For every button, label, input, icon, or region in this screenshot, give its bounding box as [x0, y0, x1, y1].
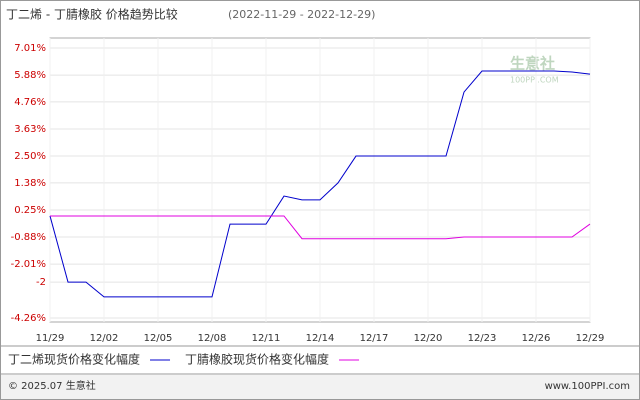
x-tick-label: 12/26 [522, 333, 551, 344]
x-tick-label: 12/29 [576, 333, 605, 344]
x-tick-label: 12/23 [468, 333, 497, 344]
x-tick-label: 12/20 [414, 333, 443, 344]
footer-right: www.100PPI.com [545, 381, 630, 392]
footer-left: © 2025.07 生意社 [8, 379, 96, 392]
y-tick-label: -4.26% [11, 313, 46, 324]
x-tick-label: 12/05 [144, 333, 173, 344]
x-tick-label: 12/17 [360, 333, 389, 344]
watermark-sub: 100PPI.COM [510, 76, 559, 85]
y-tick-label: 1.38% [14, 178, 46, 189]
y-tick-label: 3.63% [14, 124, 46, 135]
chart-subtitle: (2022-11-29 - 2022-12-29) [228, 8, 375, 21]
x-tick-label: 11/29 [36, 333, 65, 344]
series-line [49, 70, 591, 298]
x-tick-label: 12/14 [306, 333, 335, 344]
x-tick-label: 12/08 [198, 333, 227, 344]
y-tick-label: 7.01% [14, 43, 46, 54]
chart-title: 丁二烯 - 丁腈橡胶 价格趋势比较 [6, 7, 178, 22]
watermark: 生意社 [510, 55, 555, 73]
y-tick-label: 5.88% [14, 70, 46, 81]
y-tick-label: -2.01% [11, 259, 46, 270]
y-tick-label: -2 [36, 277, 46, 288]
series-line [50, 215, 591, 240]
legend-label: 丁二烯现货价格变化幅度 [8, 352, 140, 367]
y-tick-label: 2.50% [14, 151, 46, 162]
y-tick-label: 0.25% [14, 205, 46, 216]
legend-label: 丁腈橡胶现货价格变化幅度 [185, 352, 329, 367]
footer-band [1, 375, 639, 399]
x-tick-label: 12/02 [90, 333, 119, 344]
y-tick-label: 4.76% [14, 97, 46, 108]
x-tick-label: 12/11 [252, 333, 281, 344]
y-tick-label: -0.88% [11, 232, 46, 243]
